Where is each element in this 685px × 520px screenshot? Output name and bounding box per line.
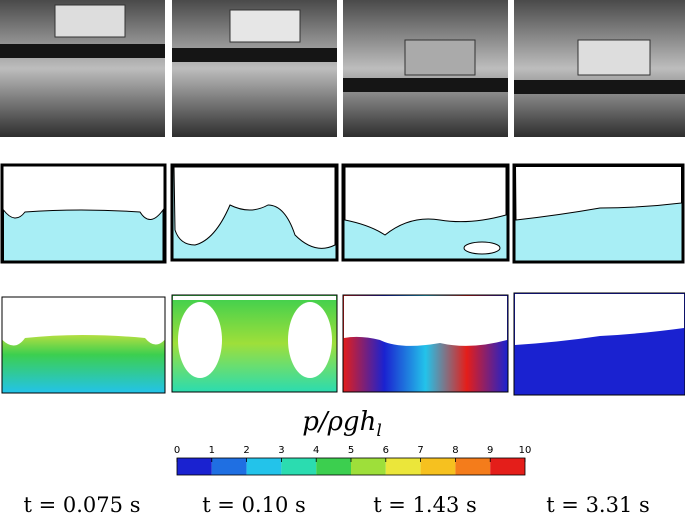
colorbar-tick-label: 1 [209, 445, 215, 456]
colorbar-segment [246, 458, 282, 475]
time-label: t = 0.075 s [24, 493, 141, 517]
pressure-fields [1, 292, 685, 396]
colorbar-label: p/ρghl [302, 407, 382, 441]
time-label: t = 3.31 s [546, 493, 650, 517]
photos [0, 0, 685, 137]
colorbar-tick-label: 7 [417, 445, 423, 456]
time-labels: t = 0.075 s t = 0.10 s t = 1.43 s t = 3.31 … [24, 493, 650, 517]
colorbar-segment [351, 458, 386, 475]
colorbar-tick-label: 4 [313, 445, 319, 456]
colorbar-tick-label: 3 [278, 445, 284, 456]
colorbar-segment [177, 458, 212, 475]
colorbar-segment [211, 458, 247, 475]
colorbar-segment [316, 458, 351, 475]
time-label: t = 0.10 s [202, 493, 306, 517]
colorbar: 0 1 2 3 4 5 6 7 8 9 10 [174, 445, 532, 476]
time-label: t = 1.43 s [373, 493, 477, 517]
colorbar-segment [281, 458, 317, 475]
colorbar-tick-label: 6 [383, 445, 389, 456]
colorbar-tick-label: 9 [487, 445, 493, 456]
silhouettes [0, 163, 685, 264]
colorbar-tick-label: 5 [348, 445, 354, 456]
colorbar-segment [455, 458, 491, 475]
colorbar-tick-label: 2 [243, 445, 249, 456]
colorbar-tick-label: 0 [174, 445, 180, 456]
colorbar-segment [420, 458, 456, 475]
colorbar-segment [490, 458, 525, 475]
colorbar-tick-label: 8 [452, 445, 458, 456]
colorbar-segment [385, 458, 421, 475]
colorbar-tick-label: 10 [519, 445, 532, 456]
